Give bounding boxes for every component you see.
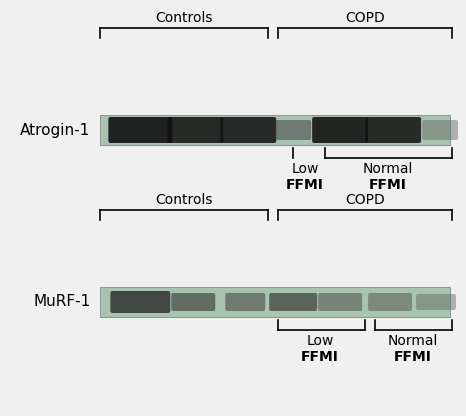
Text: Low: Low — [292, 162, 319, 176]
Text: Low: Low — [307, 334, 334, 348]
Text: COPD: COPD — [345, 193, 385, 207]
FancyBboxPatch shape — [225, 293, 265, 311]
FancyBboxPatch shape — [365, 117, 421, 143]
Text: Normal: Normal — [363, 162, 413, 176]
Text: FFMI: FFMI — [301, 350, 339, 364]
Text: FFMI: FFMI — [394, 350, 432, 364]
Text: COPD: COPD — [345, 11, 385, 25]
Bar — [100, 115, 450, 145]
Bar — [100, 287, 450, 317]
FancyBboxPatch shape — [275, 120, 311, 140]
FancyBboxPatch shape — [269, 293, 317, 311]
Text: Atrogin-1: Atrogin-1 — [20, 122, 90, 138]
Text: MuRF-1: MuRF-1 — [33, 295, 90, 310]
FancyBboxPatch shape — [318, 293, 362, 311]
FancyBboxPatch shape — [109, 117, 172, 143]
Text: Controls: Controls — [156, 193, 213, 207]
FancyBboxPatch shape — [368, 293, 412, 311]
Text: Normal: Normal — [388, 334, 438, 348]
FancyBboxPatch shape — [416, 294, 456, 310]
Text: FFMI: FFMI — [369, 178, 407, 192]
Text: FFMI: FFMI — [286, 178, 324, 192]
FancyBboxPatch shape — [110, 291, 170, 313]
FancyBboxPatch shape — [312, 117, 368, 143]
FancyBboxPatch shape — [422, 120, 458, 140]
FancyBboxPatch shape — [167, 117, 223, 143]
FancyBboxPatch shape — [171, 293, 215, 311]
FancyBboxPatch shape — [220, 117, 276, 143]
Text: Controls: Controls — [156, 11, 213, 25]
